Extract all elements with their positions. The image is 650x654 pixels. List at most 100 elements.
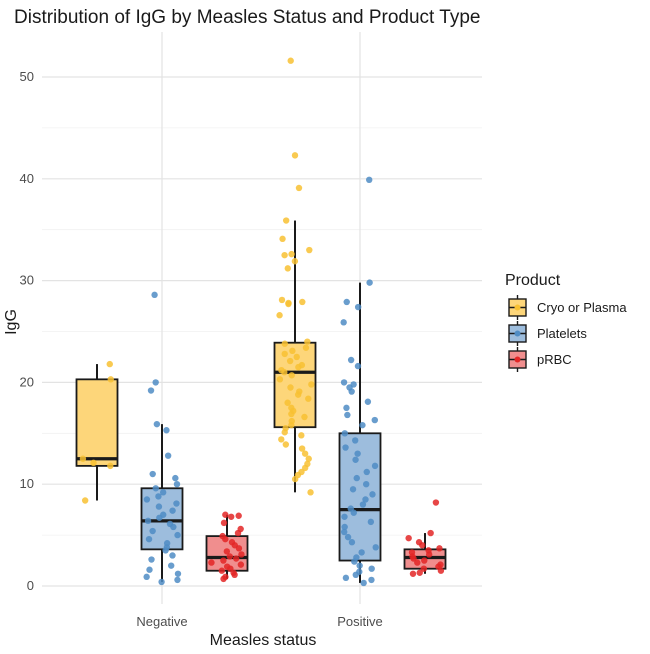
data-point [227, 513, 235, 520]
data-point [291, 475, 299, 483]
y-tick-label: 40 [20, 171, 34, 186]
data-point [420, 565, 428, 572]
x-tick-label: Negative [136, 614, 187, 629]
data-point [291, 152, 299, 159]
data-point [284, 265, 291, 272]
data-point [155, 503, 163, 510]
data-point [220, 557, 227, 564]
data-point [437, 567, 445, 574]
data-point [341, 513, 348, 520]
data-point [343, 298, 350, 306]
data-point [282, 441, 290, 448]
data-point [304, 338, 311, 345]
data-point [347, 356, 355, 364]
data-point [287, 384, 294, 391]
data-point [359, 501, 367, 508]
data-point [342, 444, 349, 451]
data-point [348, 539, 356, 546]
data-point [284, 399, 291, 406]
data-point [147, 387, 155, 394]
data-point [174, 531, 181, 539]
data-point [149, 470, 156, 478]
x-axis-title: Measles status [210, 632, 317, 649]
data-point [235, 545, 243, 552]
data-point [366, 279, 373, 286]
data-point [349, 486, 357, 493]
data-point [295, 184, 303, 192]
data-point [234, 529, 242, 537]
data-point [174, 576, 181, 584]
data-point [364, 398, 372, 405]
y-tick-label: 50 [20, 69, 34, 84]
data-point [293, 353, 300, 361]
data-point [107, 462, 114, 470]
data-point [307, 489, 314, 496]
data-point [286, 357, 294, 365]
data-point [287, 57, 294, 64]
data-point [305, 455, 312, 462]
data-point [363, 468, 370, 476]
data-point [155, 493, 162, 500]
data-point [362, 496, 369, 503]
data-point [90, 459, 97, 467]
data-point [173, 500, 180, 507]
data-point [342, 574, 350, 582]
data-point [288, 250, 295, 258]
data-point [340, 319, 347, 326]
data-point [282, 217, 290, 224]
data-point [371, 416, 378, 424]
chart-title: Distribution of IgG by Measles Status an… [14, 7, 480, 28]
data-point [356, 562, 363, 569]
data-point [371, 462, 379, 470]
data-point [341, 523, 348, 531]
data-point [405, 534, 412, 542]
data-point [295, 363, 302, 371]
data-point [367, 518, 375, 526]
data-point [107, 376, 114, 383]
legend-item-platelets: Platelets [508, 321, 587, 346]
data-point [288, 372, 295, 379]
data-point [159, 489, 167, 496]
y-tick-label: 10 [20, 476, 34, 491]
legend-label: Platelets [537, 326, 587, 341]
y-axis-title: IgG [3, 309, 20, 335]
y-tick-label: 20 [20, 374, 34, 389]
y-tick-label: 0 [27, 578, 34, 593]
data-point [368, 576, 375, 584]
data-point [151, 291, 158, 299]
data-point [409, 570, 417, 577]
data-point [223, 548, 231, 555]
data-point [144, 517, 152, 525]
data-point [368, 565, 375, 572]
data-point [410, 555, 417, 562]
data-point [341, 430, 348, 437]
data-point [81, 497, 89, 504]
data-point [352, 456, 359, 463]
data-point [301, 413, 308, 421]
legend-key-point [514, 304, 521, 311]
data-point [281, 340, 288, 347]
data-point [419, 542, 426, 549]
data-point [169, 552, 176, 559]
data-point [145, 535, 153, 543]
data-point [348, 388, 355, 395]
data-point [352, 571, 359, 579]
box-cryo-or-plasma-negative [75, 364, 119, 501]
data-point [344, 411, 351, 419]
data-point [351, 437, 359, 444]
data-point [232, 555, 240, 562]
data-point [350, 509, 357, 516]
data-point [301, 450, 309, 457]
data-point [173, 481, 181, 488]
data-point [163, 427, 170, 434]
data-point [281, 369, 288, 376]
data-point [436, 545, 443, 552]
data-point [235, 512, 242, 519]
data-point [174, 570, 182, 577]
data-point [168, 562, 175, 569]
data-point [220, 519, 228, 527]
legend: Product Cryo or Plasma Platelets pRBC [505, 272, 627, 372]
data-point [158, 578, 165, 586]
data-point [218, 567, 225, 574]
